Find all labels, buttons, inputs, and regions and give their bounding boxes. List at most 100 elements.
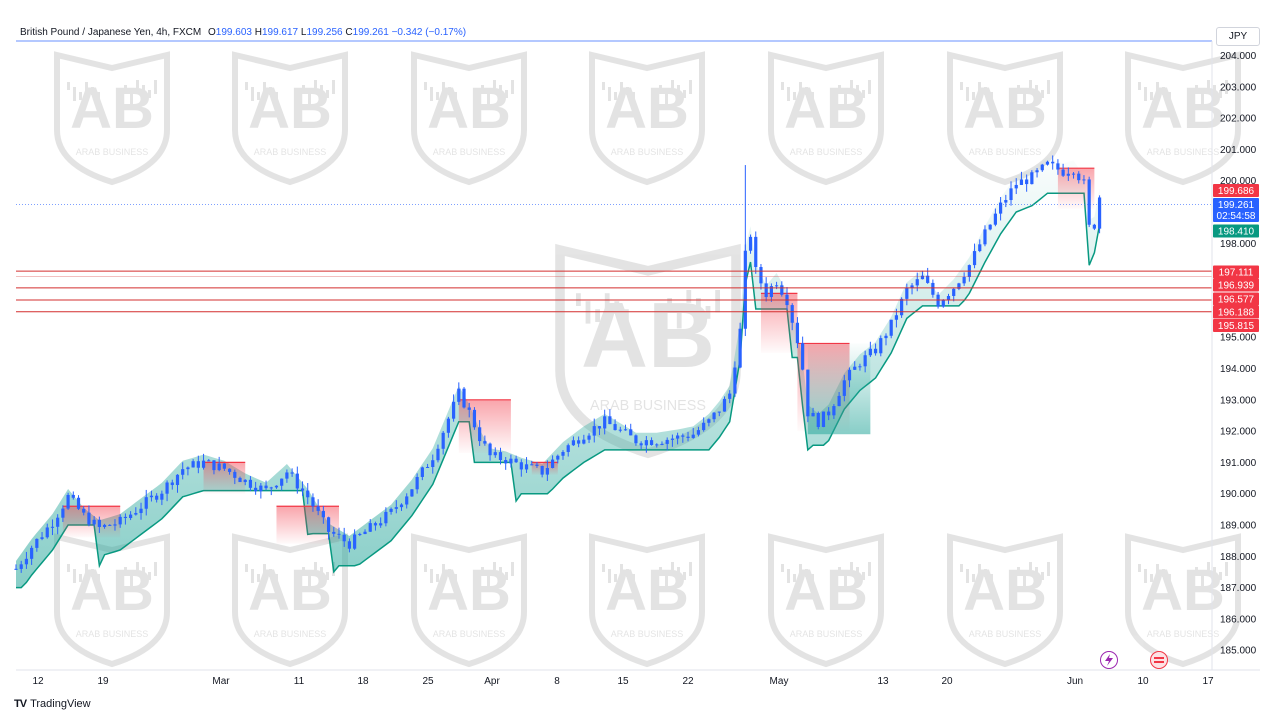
candle-body xyxy=(420,467,424,477)
watermark-candle xyxy=(862,90,865,98)
candle-body xyxy=(264,485,268,489)
candle-body xyxy=(290,472,294,474)
watermark-candle xyxy=(124,567,127,575)
watermark-candle xyxy=(269,569,272,577)
candle-body xyxy=(40,537,44,539)
tradingview-label: TradingView xyxy=(30,698,91,710)
candle-body xyxy=(24,558,29,565)
candle-body xyxy=(613,424,617,431)
candle-body xyxy=(462,388,466,408)
watermark-candle xyxy=(269,87,272,95)
watermark-candle xyxy=(614,574,617,582)
watermark-candle xyxy=(79,574,82,582)
candle-body xyxy=(957,283,961,289)
candle-body xyxy=(759,267,763,284)
candle-body xyxy=(962,276,966,284)
candle-body xyxy=(165,482,169,494)
lightning-icon[interactable] xyxy=(1100,651,1118,669)
y-tick-label: 201.000 xyxy=(1220,145,1257,156)
candle-body xyxy=(608,416,612,425)
candle-body xyxy=(285,472,289,479)
candle-body xyxy=(780,285,784,295)
symbol-name[interactable]: British Pound / Japanese Yen, 4h, FXCM xyxy=(20,27,202,38)
candle-body xyxy=(1082,179,1086,181)
price-badge xyxy=(1213,319,1259,332)
watermark-text: ARAB BUSINESS xyxy=(254,629,327,639)
candle-body xyxy=(488,443,492,456)
candle-body xyxy=(514,458,518,463)
candle-body xyxy=(108,524,112,526)
watermark-candle xyxy=(781,564,784,572)
price-badge-label: 196.188 xyxy=(1218,308,1255,319)
price-badge-label: 198.410 xyxy=(1218,227,1255,238)
candle-body xyxy=(446,418,450,433)
watermark-candle xyxy=(624,309,629,332)
watermark-candle xyxy=(442,564,445,578)
candle-body xyxy=(717,411,721,413)
watermark-candle xyxy=(448,87,451,95)
candle-body xyxy=(217,463,221,471)
watermark-candle xyxy=(1017,85,1020,93)
candle-body xyxy=(493,452,497,456)
candle-body xyxy=(972,251,977,266)
watermark-text: ARAB BUSINESS xyxy=(611,629,684,639)
y-tick-label: 192.000 xyxy=(1220,427,1257,438)
watermark-candle xyxy=(263,564,266,578)
candle-body xyxy=(764,283,768,297)
x-tick-label: 19 xyxy=(97,676,109,687)
candle-body xyxy=(35,538,39,548)
watermark-candle xyxy=(257,92,260,100)
tradingview-logo[interactable]: TV TradingView xyxy=(14,698,91,710)
shield-outline xyxy=(411,51,527,186)
candle-body xyxy=(524,464,529,470)
watermark-candle xyxy=(1225,80,1228,94)
y-tick-label: 187.000 xyxy=(1220,583,1257,594)
watermark-candle xyxy=(614,301,620,314)
watermark-candle xyxy=(966,87,969,101)
candle-body xyxy=(394,507,398,509)
candle-body xyxy=(19,564,23,569)
candle-body xyxy=(550,459,555,468)
watermark-candle xyxy=(715,290,720,313)
watermark-candle xyxy=(676,306,682,329)
shield-outline xyxy=(232,51,348,186)
shield-outline xyxy=(768,51,884,186)
watermark-monogram: AB xyxy=(963,76,1047,141)
flag-icon[interactable] xyxy=(1150,651,1168,669)
watermark-candle xyxy=(978,564,981,578)
candle-body xyxy=(295,473,299,489)
candle-body xyxy=(321,510,325,518)
y-tick-label: 188.000 xyxy=(1220,552,1257,563)
watermark-candle xyxy=(1195,567,1198,575)
watermark-candle xyxy=(1156,564,1159,578)
candle-body xyxy=(134,513,138,515)
candle-body xyxy=(894,315,899,320)
watermark-shield: AB ARAB BUSINESS xyxy=(232,51,348,186)
currency-button[interactable]: JPY xyxy=(1216,27,1260,46)
watermark-candle xyxy=(972,92,975,100)
candle-body xyxy=(160,493,164,500)
candle-body xyxy=(577,440,581,444)
candle-body xyxy=(436,448,440,461)
candle-body xyxy=(1040,164,1044,171)
candle-body xyxy=(754,236,758,268)
x-tick-label: 20 xyxy=(941,676,953,687)
candle-body xyxy=(30,547,34,559)
watermark-candle xyxy=(1029,80,1032,88)
candle-body xyxy=(676,435,680,439)
price-badge xyxy=(1213,278,1259,292)
candle-layer xyxy=(14,155,1102,573)
candle-body xyxy=(900,298,904,316)
watermark-candle xyxy=(602,82,605,90)
x-tick-label: 18 xyxy=(357,676,369,687)
watermark-candle xyxy=(1041,572,1044,580)
candle-body xyxy=(326,517,331,532)
candle-body xyxy=(82,508,86,513)
shield-outline xyxy=(1125,51,1241,186)
watermark-candle xyxy=(978,82,981,96)
candle-body xyxy=(373,523,378,526)
watermark-candle xyxy=(856,85,859,99)
price-badge-label: 196.939 xyxy=(1218,281,1255,292)
candle-body xyxy=(45,527,49,538)
